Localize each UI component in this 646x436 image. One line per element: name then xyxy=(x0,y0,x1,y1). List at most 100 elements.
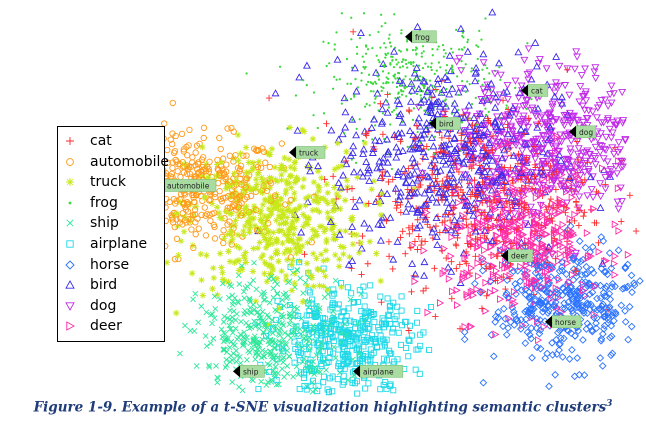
point-airplane xyxy=(316,340,323,347)
point-cat xyxy=(469,122,476,129)
point-bird xyxy=(447,267,456,275)
point-truck xyxy=(287,173,294,180)
point-truck xyxy=(333,190,341,198)
point-airplane xyxy=(420,329,427,336)
point-automobile xyxy=(230,158,237,165)
point-airplane xyxy=(293,323,300,330)
point-ship xyxy=(309,388,316,395)
point-automobile xyxy=(183,199,191,206)
point-bird xyxy=(541,187,550,196)
point-bird xyxy=(557,93,566,101)
point-truck xyxy=(288,221,296,228)
point-cat xyxy=(575,207,583,214)
cluster-label-horse: horse xyxy=(545,315,582,329)
point-airplane xyxy=(364,335,371,342)
point-bird xyxy=(362,157,371,165)
chart-legend: cat automobile truck frog ship airplane horse b… xyxy=(57,126,169,342)
point-horse xyxy=(593,306,602,314)
point-airplane xyxy=(348,290,355,297)
point-horse xyxy=(551,298,560,306)
point-frog xyxy=(363,67,366,70)
point-truck xyxy=(270,205,277,213)
point-frog xyxy=(485,67,489,70)
point-horse xyxy=(565,355,574,363)
point-dog xyxy=(602,133,611,142)
point-airplane xyxy=(414,307,421,314)
point-horse xyxy=(567,329,576,338)
point-truck xyxy=(245,219,252,226)
point-ship xyxy=(229,379,236,385)
point-cat xyxy=(442,211,449,218)
point-frog xyxy=(368,34,371,37)
point-ship xyxy=(232,317,239,323)
point-deer xyxy=(555,209,563,217)
point-dog xyxy=(566,145,575,153)
point-cat xyxy=(523,156,530,163)
point-automobile xyxy=(173,197,180,205)
point-cat xyxy=(349,28,357,36)
point-automobile xyxy=(168,212,175,219)
point-cat xyxy=(494,252,501,260)
point-frog xyxy=(335,78,338,81)
point-bird xyxy=(377,220,386,228)
point-frog xyxy=(466,38,470,41)
point-truck xyxy=(263,278,271,285)
point-dog xyxy=(532,113,541,121)
point-frog xyxy=(488,72,491,75)
point-horse xyxy=(575,370,584,379)
point-cat xyxy=(446,175,453,182)
point-ship xyxy=(251,341,258,348)
point-airplane xyxy=(349,379,356,386)
point-horse xyxy=(554,328,562,337)
point-frog xyxy=(445,87,448,91)
point-dog xyxy=(597,97,606,105)
point-bird xyxy=(336,183,345,191)
point-bird xyxy=(471,77,480,85)
point-frog xyxy=(340,12,343,15)
point-ship xyxy=(259,308,266,315)
point-automobile xyxy=(184,201,191,208)
point-ship xyxy=(332,277,339,284)
point-horse xyxy=(621,307,629,315)
point-automobile xyxy=(195,225,202,232)
point-frog xyxy=(436,48,439,51)
point-ship xyxy=(253,310,260,316)
point-dog xyxy=(583,147,592,155)
point-frog xyxy=(422,50,425,53)
point-truck xyxy=(213,172,220,180)
point-ship xyxy=(302,333,309,340)
legend-label: deer xyxy=(90,318,122,335)
point-horse xyxy=(521,307,529,316)
point-truck xyxy=(266,174,273,181)
point-deer xyxy=(532,220,540,229)
point-bird xyxy=(480,167,489,176)
point-frog xyxy=(420,52,423,55)
point-bird xyxy=(454,154,463,162)
point-frog xyxy=(388,41,392,44)
point-deer xyxy=(511,215,520,224)
cluster-label-text: horse xyxy=(555,318,576,327)
point-bird xyxy=(464,101,473,109)
point-truck xyxy=(234,203,242,211)
point-ship xyxy=(292,326,298,332)
point-frog xyxy=(399,50,402,53)
point-deer xyxy=(424,308,432,317)
point-deer xyxy=(531,283,540,292)
point-horse xyxy=(586,305,594,314)
point-truck xyxy=(373,250,380,257)
legend-label: frog xyxy=(90,194,118,211)
point-horse xyxy=(614,246,623,255)
point-truck xyxy=(263,217,270,224)
point-bird xyxy=(479,50,488,58)
point-dog xyxy=(584,165,593,174)
point-truck xyxy=(259,201,267,209)
point-dog xyxy=(536,114,545,122)
point-truck xyxy=(317,195,324,202)
point-truck xyxy=(349,231,356,238)
point-dog xyxy=(527,169,536,177)
point-ship xyxy=(281,329,288,336)
point-frog xyxy=(391,110,394,113)
point-cat xyxy=(457,186,465,194)
point-dog xyxy=(551,155,560,163)
cluster-label-text: airplane xyxy=(363,367,394,376)
